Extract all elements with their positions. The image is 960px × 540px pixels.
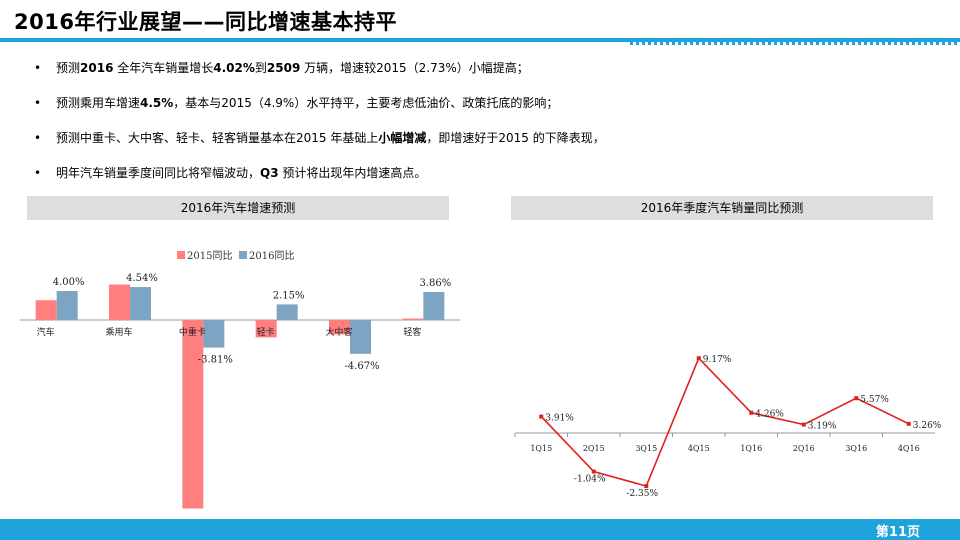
series-point — [696, 356, 701, 361]
bar-2016 — [130, 287, 151, 320]
bullet-text: 到 — [254, 61, 267, 75]
data-label: 3.26% — [913, 421, 942, 431]
bar-2015 — [109, 284, 130, 320]
category-label: 1Q16 — [740, 444, 762, 453]
data-label: 5.57% — [860, 395, 889, 405]
line-chart-header: 2016年季度汽车销量同比预测 — [511, 196, 933, 220]
bullet-text: ，即增速好于2015 的下降表现， — [426, 131, 605, 145]
series-point — [854, 396, 859, 401]
bullet-text: ，基本与2015（4.9%）水平持平，主要考虑低油价、政策托底的影响； — [173, 96, 559, 110]
data-label: -3.81% — [198, 355, 233, 366]
series-point — [801, 422, 806, 427]
data-label: -4.67% — [344, 361, 379, 372]
series-line — [540, 356, 910, 488]
page-number: 第11页 — [875, 525, 920, 540]
category-label: 乘用车 — [105, 326, 132, 338]
bar-2015 — [35, 300, 57, 320]
line-chart: 1Q15 2Q15 3Q15 4Q15 1Q16 2Q16 3Q16 4Q16 3.91% -1.… — [514, 355, 942, 499]
category-label: 4Q16 — [898, 444, 920, 453]
bullet-text-bold: 4.02% — [213, 61, 255, 75]
bar-2015 — [329, 320, 350, 335]
category-label: 4Q15 — [688, 444, 710, 453]
category-label: 大中客 — [325, 326, 352, 338]
data-label: 4.26% — [755, 410, 784, 420]
data-label: 2.15% — [273, 290, 305, 301]
title-underline-dashed — [630, 42, 960, 45]
bar-chart-header: 2016年汽车增速预测 — [27, 196, 449, 220]
bullet-text-bold: 2509 — [266, 61, 301, 75]
bullet-text-bold: Q3 — [260, 166, 279, 180]
series-point — [591, 469, 596, 474]
bar-2016 — [423, 292, 445, 320]
bullet-text: 预计将出现年内增速高点。 — [278, 166, 427, 180]
bar-2016 — [350, 320, 371, 354]
bullet-item: 预测乘用车增速4.5%，基本与2015（4.9%）水平持平，主要考虑低油价、政策… — [32, 93, 932, 128]
data-label: 3.86% — [419, 278, 451, 289]
bullet-item: 预测2016 全年汽车销量增长4.02%到2509 万辆，增速较2015（2.7… — [32, 58, 932, 93]
bar-2015 — [182, 320, 204, 509]
bullet-text: 预测 — [56, 61, 81, 75]
bullet-item: 明年汽车销量季度间同比将窄幅波动，Q3 预计将出现年内增速高点。 — [32, 163, 932, 198]
bullet-text: 预测乘用车增速 — [56, 96, 141, 110]
legend-swatch-0 — [177, 251, 185, 259]
category-label: 2Q16 — [793, 444, 815, 453]
series-point — [906, 421, 911, 426]
legend-swatch-1 — [239, 251, 247, 259]
bullet-text-bold: 4.5% — [140, 96, 174, 110]
bar-2015 — [402, 318, 424, 320]
footer-bar: 第11页 — [0, 519, 960, 540]
title-underline — [0, 38, 960, 42]
bullet-text: 全年汽车销量增长 — [113, 61, 214, 75]
data-label: -2.35% — [626, 489, 658, 499]
category-label: 3Q16 — [845, 444, 867, 453]
bullet-list: 预测2016 全年汽车销量增长4.02%到2509 万辆，增速较2015（2.7… — [32, 58, 932, 198]
series-point — [644, 484, 649, 489]
series-point — [749, 410, 754, 415]
legend-label-1: 2016同比 — [249, 250, 294, 262]
category-label: 1Q15 — [530, 444, 552, 453]
bullet-text-bold: 2016 — [80, 61, 114, 75]
bullet-item: 预测中重卡、大中客、轻卡、轻客销量基本在2015 年基础上小幅增减，即增速好于2… — [32, 128, 932, 163]
page-title: 2016年行业展望——同比增速基本持平 — [14, 10, 397, 34]
category-label: 3Q15 — [635, 444, 657, 453]
bar-2016 — [56, 291, 78, 320]
bar-2016 — [276, 304, 298, 320]
series-point — [539, 414, 544, 419]
data-label: 4.54% — [126, 273, 158, 284]
bar-2016 — [203, 320, 225, 348]
category-label: 汽车 — [37, 326, 55, 338]
bullet-text: 万辆，增速较2015（2.73%）小幅提高； — [300, 61, 529, 75]
category-label: 轻卡 — [257, 326, 275, 338]
bullet-text: 明年汽车销量季度间同比将窄幅波动， — [56, 166, 261, 180]
category-label: 中重卡 — [179, 326, 206, 338]
bullet-text: 预测中重卡、大中客、轻卡、轻客销量基本在2015 年基础上 — [56, 131, 379, 145]
legend-label-0: 2015同比 — [187, 250, 232, 262]
category-label: 2Q15 — [583, 444, 605, 453]
bullet-text-bold: 小幅增减 — [378, 131, 427, 145]
category-label: 轻客 — [403, 326, 421, 338]
data-label: -1.04% — [574, 475, 606, 485]
data-label: 9.17% — [703, 355, 732, 365]
bar-2015 — [255, 320, 277, 338]
data-label: 4.00% — [53, 277, 85, 288]
data-label: 3.19% — [808, 422, 837, 432]
data-label: 3.91% — [545, 414, 574, 424]
